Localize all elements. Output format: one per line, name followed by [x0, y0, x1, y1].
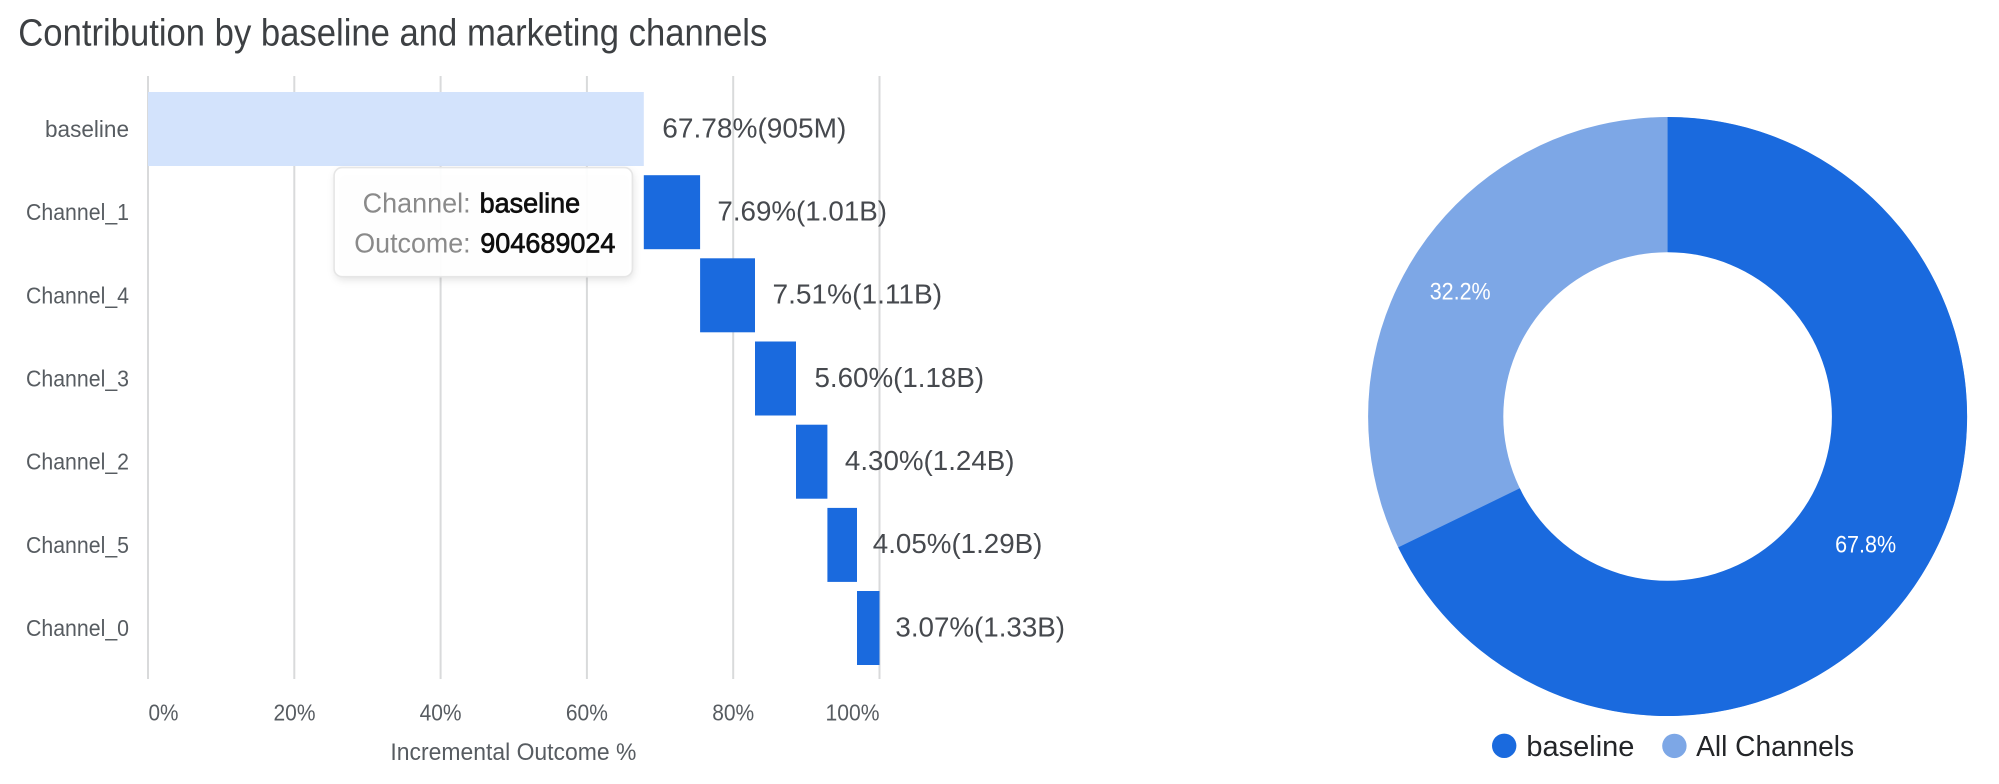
svg-text:904689024: 904689024 — [480, 228, 615, 259]
svg-text:baseline: baseline — [1526, 731, 1634, 763]
svg-text:Incremental Outcome %: Incremental Outcome % — [390, 739, 636, 766]
svg-text:baseline: baseline — [480, 187, 580, 218]
svg-text:Channel_1: Channel_1 — [26, 199, 129, 225]
svg-text:80%: 80% — [712, 700, 754, 726]
svg-text:0%: 0% — [149, 700, 179, 726]
svg-text:67.8%: 67.8% — [1835, 532, 1896, 559]
svg-text:60%: 60% — [566, 700, 608, 726]
svg-text:7.51%(1.11B): 7.51%(1.11B) — [773, 279, 943, 310]
svg-text:32.2%: 32.2% — [1430, 279, 1491, 306]
svg-text:100%: 100% — [826, 700, 880, 726]
svg-text:Contribution by baseline and m: Contribution by baseline and marketing c… — [18, 13, 767, 55]
svg-text:20%: 20% — [274, 700, 316, 726]
svg-text:All Channels: All Channels — [1696, 731, 1854, 763]
svg-text:Channel_3: Channel_3 — [26, 366, 129, 392]
svg-text:Channel_5: Channel_5 — [26, 532, 129, 558]
svg-text:Channel:: Channel: — [363, 187, 471, 218]
svg-text:Channel_0: Channel_0 — [26, 615, 129, 641]
svg-text:4.30%(1.24B): 4.30%(1.24B) — [845, 445, 1015, 476]
svg-text:3.07%(1.33B): 3.07%(1.33B) — [895, 611, 1065, 642]
svg-text:7.69%(1.01B): 7.69%(1.01B) — [717, 196, 887, 227]
svg-text:5.60%(1.18B): 5.60%(1.18B) — [815, 362, 985, 393]
svg-text:40%: 40% — [420, 700, 462, 726]
svg-text:Channel_4: Channel_4 — [26, 282, 129, 308]
svg-text:4.05%(1.29B): 4.05%(1.29B) — [873, 528, 1043, 559]
svg-text:67.78%(905M): 67.78%(905M) — [662, 112, 846, 143]
svg-text:Outcome:: Outcome: — [354, 228, 470, 259]
svg-text:baseline: baseline — [45, 116, 129, 142]
svg-text:Channel_2: Channel_2 — [26, 449, 129, 475]
